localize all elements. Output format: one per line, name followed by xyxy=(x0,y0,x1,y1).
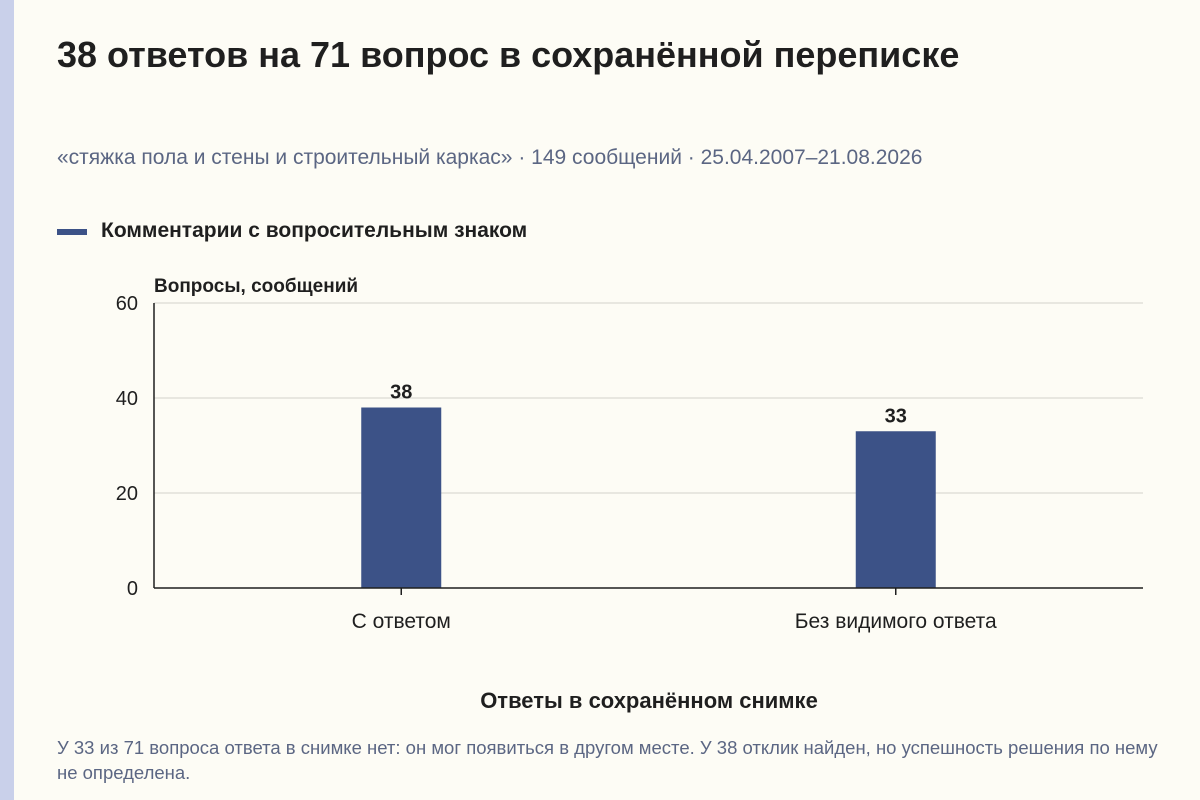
y-tick-label: 0 xyxy=(127,578,138,600)
y-axis-label: Вопросы, сообщений xyxy=(154,276,358,297)
bar xyxy=(855,431,936,588)
y-tick-label: 40 xyxy=(116,388,138,410)
y-tick-label: 20 xyxy=(116,483,138,505)
bar-value-label: 38 xyxy=(390,382,412,404)
footnote: У 33 из 71 вопроса ответа в снимке нет: … xyxy=(57,737,1158,783)
chart-subtitle: «стяжка пола и стены и строительный карк… xyxy=(57,146,923,169)
legend-label: Комментарии с вопросительным знаком xyxy=(101,219,528,242)
bar xyxy=(361,407,442,588)
legend-swatch xyxy=(57,229,87,235)
x-category-label: Без видимого ответа xyxy=(795,610,997,633)
bar-value-label: 33 xyxy=(885,405,907,427)
x-category-label: С ответом xyxy=(352,610,451,633)
y-tick-label: 60 xyxy=(116,293,138,315)
legend: Комментарии с вопросительным знаком xyxy=(57,219,527,243)
accent-stripe xyxy=(0,0,14,800)
chart-title: 38 ответов на 71 вопрос в сохранённой пе… xyxy=(57,34,960,75)
x-axis-label: Ответы в сохранённом снимке xyxy=(480,688,818,713)
